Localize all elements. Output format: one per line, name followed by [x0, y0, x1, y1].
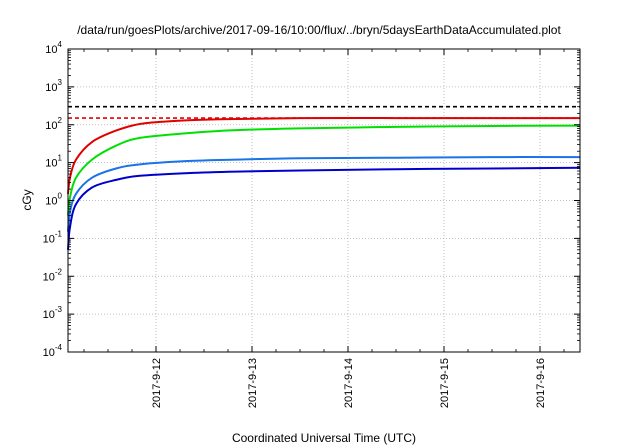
- y-tick-label: 104: [45, 40, 62, 56]
- series-line: [67, 166, 581, 250]
- series-line: [67, 156, 581, 232]
- series-line: [67, 116, 580, 194]
- y-tick-label: 10-4: [43, 343, 63, 359]
- ticks: 104 103 102 101 100 10-1 10-2 10-3 10-4 2017-9-12…: [43, 40, 580, 408]
- x-tick-label: 2017-9-16: [535, 358, 547, 408]
- grid: [68, 49, 580, 352]
- y-axis-label: cGy: [20, 189, 34, 210]
- y-tick-label: 102: [45, 116, 62, 132]
- y-tick-label: 10-2: [43, 267, 63, 283]
- x-tick-label: 2017-9-15: [439, 358, 451, 408]
- series-line: [67, 124, 581, 216]
- y-tick-label: 10-1: [43, 229, 63, 245]
- y-tick-label: 10-3: [43, 305, 63, 321]
- series-layer: [67, 105, 581, 250]
- y-tick-label: 103: [45, 78, 62, 94]
- x-tick-label: 2017-9-14: [343, 358, 355, 408]
- chart-title: /data/run/goesPlots/archive/2017-09-16/1…: [77, 23, 561, 37]
- y-tick-label: 100: [45, 192, 62, 208]
- x-tick-label: 2017-9-12: [151, 358, 163, 408]
- x-axis-label: Coordinated Universal Time (UTC): [232, 431, 416, 445]
- x-tick-label: 2017-9-13: [247, 358, 259, 408]
- y-tick-label: 101: [45, 154, 62, 170]
